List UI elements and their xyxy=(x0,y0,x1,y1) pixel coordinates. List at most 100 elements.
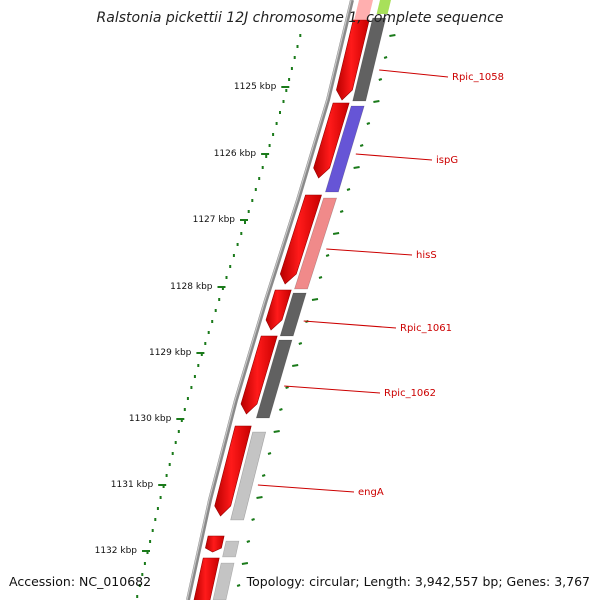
gene-label: Rpic_1062 xyxy=(384,388,436,399)
accession-text: Accession: NC_010682 xyxy=(9,574,152,589)
scale-label: 1128 kbp xyxy=(170,282,213,292)
scale-dot xyxy=(282,100,285,103)
scale-dot xyxy=(265,155,268,158)
outer-tick xyxy=(241,562,249,565)
reverse-gene-box xyxy=(212,562,235,600)
reverse-gene-box xyxy=(222,540,240,558)
outer-tick xyxy=(383,56,388,59)
scale-dot xyxy=(232,254,235,257)
outer-tick xyxy=(373,100,380,103)
gene-label: ispG xyxy=(436,155,458,166)
scale-dot xyxy=(275,122,278,125)
outer-tick xyxy=(353,166,360,169)
scale-label: 1130 kbp xyxy=(129,414,172,424)
forward-gene-arrow xyxy=(265,289,292,331)
scale-dot xyxy=(225,276,228,279)
forward-gene-arrow xyxy=(313,102,350,179)
scale-dot xyxy=(149,540,152,543)
scale-dot xyxy=(251,199,254,202)
outer-tick xyxy=(378,78,383,81)
outer-tick xyxy=(246,540,251,543)
outer-tick xyxy=(285,386,289,389)
outer-tick xyxy=(261,474,266,477)
gene-enga xyxy=(230,431,267,521)
scale-dot xyxy=(296,45,299,48)
scale-label: 1125 kbp xyxy=(234,82,277,92)
reverse-gene-box xyxy=(376,0,391,14)
outer-tick xyxy=(279,408,283,411)
scale-dot xyxy=(177,430,180,433)
topology-text: Topology: circular; Length: 3,942,557 bp… xyxy=(246,574,590,589)
gene-hiss xyxy=(294,197,338,290)
scale-label: 1129 kbp xyxy=(149,348,192,358)
gene-label-leader xyxy=(257,484,355,493)
scale-ticks xyxy=(136,34,396,598)
scale-dot xyxy=(240,232,243,235)
gene-rpic-1061 xyxy=(279,292,307,337)
outer-tick xyxy=(366,122,371,125)
scale-dot xyxy=(193,375,196,378)
scale-dot xyxy=(146,551,149,554)
scale-dot xyxy=(290,67,293,70)
gene-label-leader xyxy=(303,320,397,329)
scale-label: 1132 kbp xyxy=(95,546,138,556)
scale-dot xyxy=(299,34,302,37)
scale-dot xyxy=(156,507,159,510)
scale-dot xyxy=(138,584,141,587)
scale-dot xyxy=(221,287,224,290)
scale-dot xyxy=(141,573,144,576)
outer-tick xyxy=(346,188,351,191)
backbone-highlight xyxy=(186,0,352,600)
scale-dot xyxy=(143,562,146,565)
outer-tick xyxy=(236,584,241,587)
scale-dot xyxy=(272,133,275,136)
gene-label: hisS xyxy=(416,250,437,261)
scale-dot xyxy=(197,364,200,367)
reverse-strand-genes xyxy=(212,0,391,600)
outer-tick xyxy=(267,452,272,455)
scale-dot xyxy=(171,452,174,455)
outer-tick xyxy=(251,518,255,521)
scale-dot xyxy=(247,210,250,213)
scale-dot xyxy=(288,78,291,81)
gene-label: Rpic_1061 xyxy=(400,323,452,334)
outer-tick xyxy=(339,210,344,213)
forward-gene-arrow xyxy=(214,425,252,517)
map-title: Ralstonia pickettii 12J chromosome 1, co… xyxy=(96,10,504,26)
gene-label-leader xyxy=(355,153,433,161)
forward-gene-arrow xyxy=(354,0,373,20)
forward-gene-arrow xyxy=(205,535,225,553)
scale-dot xyxy=(168,463,171,466)
scale-dot xyxy=(186,397,189,400)
scale-label: 1126 kbp xyxy=(214,149,257,159)
scale-dot xyxy=(285,89,288,92)
scale-dot xyxy=(279,111,281,114)
gene-label-leader xyxy=(326,248,413,256)
scale-dot xyxy=(190,386,193,389)
outer-tick xyxy=(298,342,303,345)
gene-labels: 1125 kbp 1126 kbp 1127 kbp 1128 kbp 1129 kbp… xyxy=(95,69,504,556)
scale-dot xyxy=(236,243,239,246)
scale-dot xyxy=(151,529,154,532)
scale-dot xyxy=(154,518,157,521)
gene-label-leader xyxy=(379,69,449,78)
scale-dot xyxy=(258,177,261,180)
scale-dot xyxy=(207,331,210,334)
outer-tick xyxy=(332,232,340,235)
outer-tick xyxy=(256,496,263,499)
scale-dot xyxy=(162,485,165,488)
scale-dot xyxy=(136,595,139,598)
scale-dot xyxy=(165,474,168,477)
scale-label: 1127 kbp xyxy=(193,215,236,225)
outer-tick xyxy=(273,430,280,433)
outer-tick xyxy=(292,364,299,367)
scale-dot xyxy=(261,166,264,169)
scale-dot xyxy=(204,342,207,345)
gene-label-leader xyxy=(284,385,381,394)
scale-dot xyxy=(214,309,217,312)
gene-rpic-1058 xyxy=(352,17,387,102)
forward-gene-arrow xyxy=(240,335,278,415)
outer-tick xyxy=(311,298,319,301)
scale-dot xyxy=(293,56,296,59)
